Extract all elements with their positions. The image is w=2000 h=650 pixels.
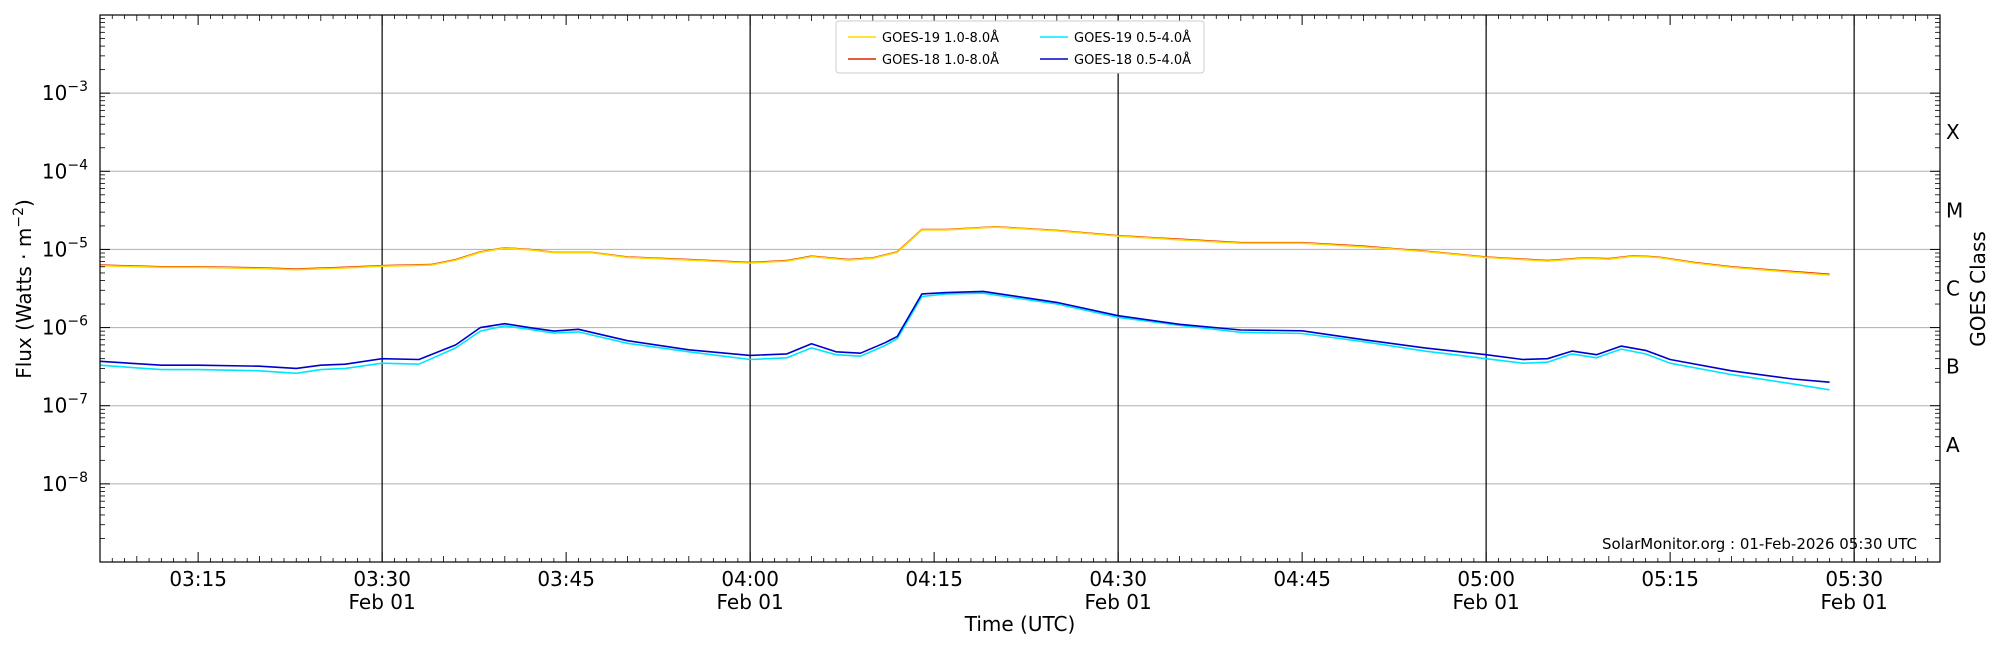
y-tick-exponent: −4	[67, 157, 88, 173]
legend-label: GOES-19 1.0-8.0Å	[882, 30, 999, 46]
x-tick-label: 05:15	[1641, 567, 1699, 591]
grid-layer	[100, 92, 1940, 485]
y-tick-base: 10	[42, 81, 67, 105]
y-tick-base: 10	[42, 472, 67, 496]
y-tick-exponent: −5	[67, 235, 88, 251]
y-tick-exponent: −3	[67, 79, 88, 95]
series-line	[99, 292, 1830, 391]
y-tick-base: 10	[42, 159, 67, 183]
goes-class-label: C	[1946, 277, 1960, 301]
y-axis-title: Flux (Watts · m−2)	[11, 199, 36, 379]
y-tick-exponent: −8	[67, 470, 88, 486]
series-line	[99, 290, 1830, 383]
y-tick-label: 10−4	[42, 157, 88, 183]
goes-class-label: A	[1946, 433, 1960, 457]
x-tick-date-label: Feb 01	[1085, 590, 1152, 614]
y-tick-label: 10−7	[42, 392, 88, 418]
tick-layer	[99, 14, 1941, 563]
legend-label: GOES-18 1.0-8.0Å	[882, 52, 999, 68]
legend-label: GOES-18 0.5-4.0Å	[1074, 52, 1191, 68]
x-tick-date-label: Feb 01	[1453, 590, 1520, 614]
series-line	[99, 226, 1830, 276]
x-tick-label: 04:45	[1273, 567, 1331, 591]
vertical-lines-layer	[381, 15, 1855, 562]
y-tick-label: 10−8	[42, 470, 88, 496]
y-tick-base: 10	[42, 394, 67, 418]
legend-label: GOES-19 0.5-4.0Å	[1074, 30, 1191, 46]
x-tick-label: 05:00	[1457, 567, 1515, 591]
x-tick-date-label: Feb 01	[1821, 590, 1888, 614]
x-tick-label: 04:30	[1089, 567, 1147, 591]
y-tick-base: 10	[42, 316, 67, 340]
goes-class-axis-title: GOES Class	[1966, 231, 1990, 347]
x-tick-label: 03:45	[537, 567, 595, 591]
legend: GOES-19 1.0-8.0Å GOES-19 0.5-4.0Å GOES-18 …	[835, 20, 1205, 74]
footer-credit: SolarMonitor.org : 01-Feb-2026 05:30 UTC	[1602, 535, 1917, 553]
x-axis-title: Time (UTC)	[964, 612, 1076, 636]
y-tick-label: 10−3	[42, 79, 88, 105]
y-tick-exponent: −6	[67, 314, 88, 330]
y-tick-label: 10−6	[42, 314, 88, 340]
x-tick-label: 05:30	[1825, 567, 1883, 591]
y-tick-base: 10	[42, 237, 67, 261]
x-tick-label: 04:15	[905, 567, 963, 591]
y-tick-label: 10−5	[42, 235, 88, 261]
y-axis-title-main: Flux (Watts · m	[12, 228, 36, 379]
y-tick-exponent: −7	[67, 392, 88, 408]
goes-class-label: M	[1946, 198, 1963, 222]
y-axis-title-exponent: −2	[11, 207, 27, 228]
series-layer	[99, 226, 1830, 391]
x-tick-label: 03:15	[169, 567, 227, 591]
x-tick-label: 04:00	[721, 567, 779, 591]
x-tick-date-label: Feb 01	[349, 590, 416, 614]
y-axis-title-close: )	[12, 199, 36, 207]
x-tick-label: 03:30	[353, 567, 411, 591]
goes-class-label: X	[1946, 120, 1960, 144]
goes-class-label: B	[1946, 355, 1960, 379]
x-tick-date-label: Feb 01	[717, 590, 784, 614]
legend-box	[835, 20, 1205, 74]
